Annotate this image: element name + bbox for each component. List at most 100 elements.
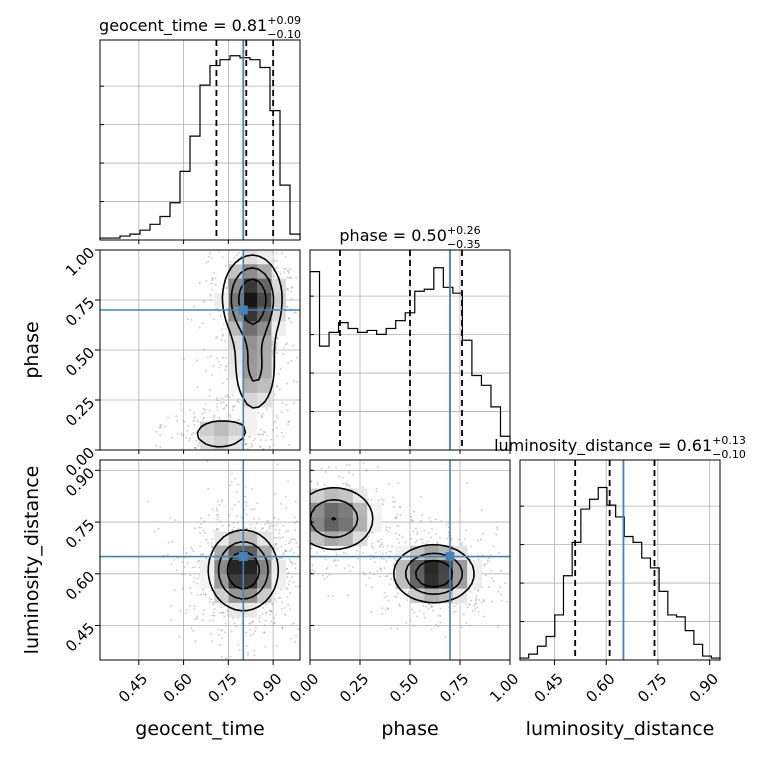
scatter-point xyxy=(328,573,331,576)
scatter-point xyxy=(266,529,269,532)
scatter-point xyxy=(316,551,319,554)
scatter-point xyxy=(220,629,222,632)
scatter-point xyxy=(388,572,391,575)
scatter-point xyxy=(190,627,193,630)
histogram-step-geocent_time xyxy=(99,55,301,240)
density-cell xyxy=(410,574,425,589)
x-tick-label-luminosity_distance: 0.90 xyxy=(686,670,722,706)
scatter-point xyxy=(229,414,232,417)
scatter-point xyxy=(198,326,201,329)
scatter-point xyxy=(396,524,399,527)
scatter-point xyxy=(222,323,225,326)
scatter-point xyxy=(213,611,215,614)
scatter-point xyxy=(288,420,291,423)
scatter-point xyxy=(193,419,196,422)
scatter-point xyxy=(271,341,274,344)
scatter-point xyxy=(219,402,222,404)
scatter-point xyxy=(214,283,217,286)
scatter-point xyxy=(459,509,462,512)
density-cell xyxy=(410,560,425,575)
scatter-point xyxy=(465,603,468,606)
scatter-point xyxy=(325,558,328,561)
scatter-point xyxy=(221,333,224,336)
scatter-point xyxy=(234,504,236,506)
scatter-point xyxy=(504,582,507,585)
scatter-point xyxy=(379,567,382,570)
scatter-point xyxy=(223,605,226,608)
scatter-point xyxy=(322,550,325,552)
density-cell xyxy=(242,560,258,575)
scatter-point xyxy=(254,527,257,529)
scatter-point xyxy=(311,564,314,567)
scatter-point xyxy=(324,471,327,473)
scatter-point xyxy=(245,504,248,507)
scatter-point xyxy=(218,612,221,615)
scatter-point xyxy=(171,540,174,543)
scatter-point xyxy=(193,424,196,426)
scatter-point xyxy=(189,604,192,607)
scatter-point xyxy=(192,629,194,632)
y-tick-label-luminosity_distance: 0.75 xyxy=(62,516,98,552)
scatter-point xyxy=(313,570,316,573)
scatter-point xyxy=(413,611,416,614)
scatter-point xyxy=(236,521,239,524)
scatter-point xyxy=(205,261,208,264)
scatter-point xyxy=(264,523,267,526)
scatter-point xyxy=(216,628,219,631)
scatter-point xyxy=(473,604,476,607)
scatter-point xyxy=(209,299,212,301)
scatter-point xyxy=(199,523,202,526)
scatter-point xyxy=(390,627,392,630)
scatter-point xyxy=(289,560,292,563)
scatter-point xyxy=(199,594,202,596)
scatter-point xyxy=(203,300,206,303)
scatter-point xyxy=(407,590,410,593)
scatter-point xyxy=(170,436,173,439)
scatter-point xyxy=(217,516,220,519)
density-cell xyxy=(242,350,258,365)
scatter-point xyxy=(492,545,495,548)
scatter-point xyxy=(392,562,395,565)
scatter-point xyxy=(399,514,402,516)
density-cell xyxy=(242,250,258,265)
x-axis-label-phase: phase xyxy=(381,718,438,740)
scatter-point xyxy=(209,313,212,316)
scatter-point xyxy=(216,357,219,360)
density-cell xyxy=(271,574,287,589)
scatter-point xyxy=(277,536,280,539)
scatter-point xyxy=(173,559,175,561)
scatter-point xyxy=(235,625,238,628)
scatter-point xyxy=(246,527,249,530)
scatter-point xyxy=(293,516,296,519)
scatter-point xyxy=(274,420,277,422)
scatter-point xyxy=(274,600,277,603)
scatter-point xyxy=(496,528,499,531)
scatter-point xyxy=(195,439,198,442)
x-tick-label-phase: 0.25 xyxy=(336,670,372,706)
truth-marker xyxy=(238,305,248,315)
scatter-point xyxy=(453,611,455,614)
panel-frame xyxy=(99,459,301,661)
x-tick-label-phase: 0.00 xyxy=(286,670,322,706)
scatter-point xyxy=(201,619,204,622)
scatter-point xyxy=(447,531,450,534)
scatter-point xyxy=(367,535,370,538)
scatter-point xyxy=(216,518,219,521)
scatter-point xyxy=(289,550,292,553)
scatter-point xyxy=(218,360,220,363)
scatter-point xyxy=(310,481,312,483)
scatter-point xyxy=(270,610,273,613)
scatter-point xyxy=(215,507,218,510)
scatter-point xyxy=(247,654,249,656)
scatter-point xyxy=(210,541,213,544)
scatter-point xyxy=(189,574,192,577)
joint-panel-geocent_time-phase xyxy=(100,250,300,450)
scatter-point xyxy=(275,644,278,647)
scatter-point xyxy=(254,630,257,632)
scatter-point xyxy=(221,328,224,331)
scatter-point xyxy=(223,407,226,409)
scatter-point xyxy=(222,612,225,614)
scatter-point xyxy=(345,484,348,487)
scatter-point xyxy=(277,518,280,521)
scatter-point xyxy=(479,538,482,541)
